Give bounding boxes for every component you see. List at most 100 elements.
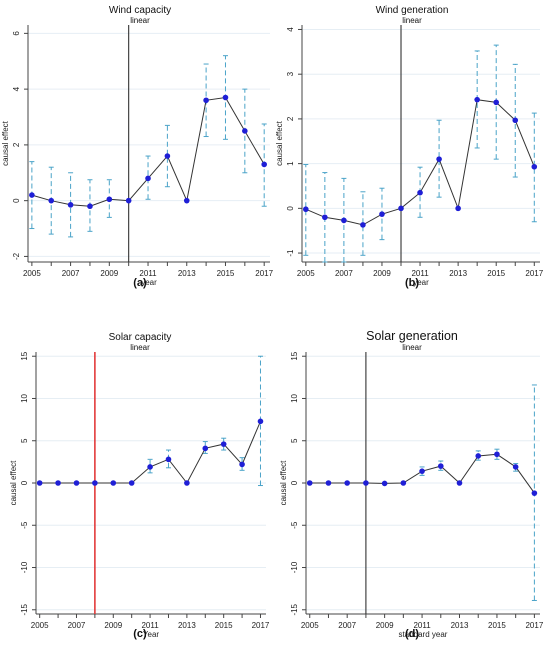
y-tick-label: 4 (12, 86, 21, 91)
y-tick-label: 6 (12, 31, 21, 36)
x-tick-label: 2015 (487, 269, 505, 278)
y-tick-label: 0 (290, 480, 299, 485)
y-tick-label: 15 (290, 351, 299, 360)
data-point (401, 480, 407, 486)
data-point (417, 190, 423, 196)
y-tick-label: 1 (286, 161, 295, 166)
panel-title: Solar capacity (109, 332, 172, 343)
panel-title: Wind generation (376, 5, 449, 16)
data-point (475, 453, 481, 459)
panel-c: -15 -10 -5 0 5 10 15 2005 2007 2009 2011 2013 2015 20… (9, 332, 270, 640)
data-point (494, 451, 500, 457)
data-point (202, 446, 208, 452)
data-point (344, 480, 350, 486)
panel-subtitle: linear (402, 16, 422, 25)
data-point (258, 419, 264, 425)
data-point (360, 222, 366, 228)
data-point (419, 468, 425, 474)
data-point (261, 162, 267, 168)
data-point (37, 480, 43, 486)
data-point (493, 100, 499, 106)
data-point (307, 480, 313, 486)
data-point (184, 480, 190, 486)
x-tick-label: 2015 (217, 269, 235, 278)
data-point (455, 206, 461, 212)
y-tick-label: 0 (20, 480, 29, 485)
x-tick-label: 2013 (178, 621, 196, 630)
x-tick-label: 2009 (100, 269, 118, 278)
panel-title: Solar generation (366, 329, 458, 343)
data-point (531, 164, 537, 170)
panel-caption: (b) (405, 277, 419, 289)
x-tick-label: 2007 (335, 269, 353, 278)
data-point (166, 457, 172, 463)
y-tick-label: -5 (290, 521, 299, 529)
data-point (326, 480, 332, 486)
y-tick-label: -1 (286, 249, 295, 257)
x-tick-label: 2015 (488, 621, 506, 630)
data-point (322, 214, 328, 220)
x-tick-label: 2015 (215, 621, 233, 630)
y-axis-title: causal effect (275, 120, 284, 166)
data-point (87, 203, 93, 209)
panel-a: -2 0 2 4 6 2005 2007 2009 2011 2013 2015 2017 year ca… (1, 5, 274, 289)
data-point (382, 481, 388, 487)
data-point (126, 198, 132, 204)
data-point (110, 480, 116, 486)
y-tick-label: 5 (290, 438, 299, 443)
data-point (379, 211, 385, 217)
y-tick-label: 5 (20, 438, 29, 443)
y-tick-label: 4 (286, 27, 295, 32)
y-tick-label: 0 (286, 206, 295, 211)
data-point (457, 480, 463, 486)
x-tick-label: 2009 (104, 621, 122, 630)
y-axis-title: causal effect (279, 460, 288, 506)
y-axis-title: causal effect (9, 460, 18, 506)
x-tick-label: 2013 (449, 269, 467, 278)
data-point (55, 480, 61, 486)
data-point (303, 206, 309, 212)
panel-d: -15 -10 -5 0 5 10 15 2005 2007 2009 2011 2013 2015 20… (279, 329, 544, 640)
x-tick-label: 2017 (255, 269, 273, 278)
data-point (165, 153, 171, 159)
x-tick-label: 2007 (338, 621, 356, 630)
data-point (221, 441, 227, 447)
panel-subtitle: linear (402, 343, 422, 352)
data-point (92, 480, 98, 486)
x-tick-label: 2017 (525, 621, 543, 630)
data-point (48, 198, 54, 204)
data-point (398, 206, 404, 212)
panel-caption: (d) (405, 628, 419, 640)
data-point (474, 97, 480, 103)
data-point (184, 198, 190, 204)
data-point (532, 490, 538, 496)
y-tick-label: 15 (20, 351, 29, 360)
y-tick-label: 0 (12, 198, 21, 203)
data-point (341, 218, 347, 224)
y-tick-label: 10 (290, 393, 299, 402)
panel-subtitle: linear (130, 16, 150, 25)
data-point (363, 480, 369, 486)
series-line (40, 421, 261, 483)
x-tick-label: 2007 (68, 621, 86, 630)
data-point (107, 196, 113, 202)
y-tick-label: -10 (20, 561, 29, 573)
panel-b: -1 0 1 2 3 4 2005 2007 2009 2011 2013 2015 2017 year c… (275, 5, 544, 289)
data-point (242, 128, 248, 134)
data-point (29, 192, 35, 198)
data-point (147, 464, 153, 470)
data-point (512, 117, 518, 123)
y-tick-label: -10 (290, 561, 299, 573)
y-axis-title: causal effect (1, 120, 10, 166)
x-tick-label: 2017 (252, 621, 270, 630)
y-tick-label: -5 (20, 521, 29, 529)
x-tick-label: 2005 (297, 269, 315, 278)
y-tick-label: -2 (12, 252, 21, 260)
x-tick-label: 2005 (23, 269, 41, 278)
x-tick-label: 2017 (525, 269, 543, 278)
x-tick-label: 2005 (31, 621, 49, 630)
data-point (203, 97, 209, 103)
panel-subtitle: linear (130, 343, 150, 352)
y-tick-label: 3 (286, 71, 295, 76)
